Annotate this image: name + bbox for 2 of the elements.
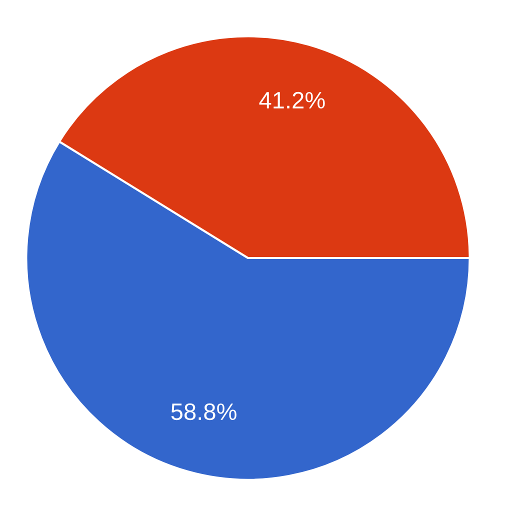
- data-label: 41.2%: [259, 92, 325, 108]
- data-label: 58.8%: [171, 403, 236, 420]
